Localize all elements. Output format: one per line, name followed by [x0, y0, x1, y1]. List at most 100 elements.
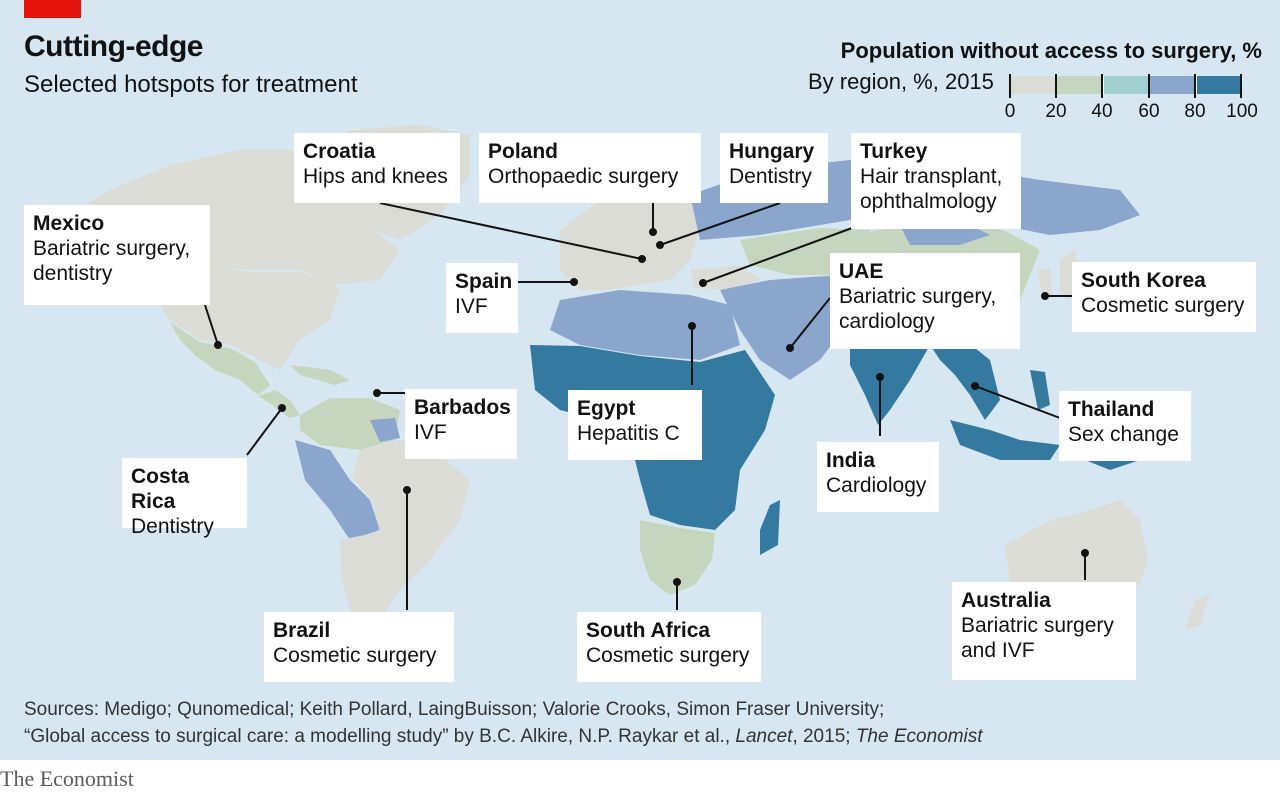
callout-treatment: Hepatitis C	[577, 422, 680, 445]
dot-south-africa	[673, 578, 681, 586]
legend-tick-label: 40	[1091, 101, 1113, 122]
callout-turkey: Turkey Hair transplant, ophthalmology	[851, 133, 1021, 229]
callout-country: Thailand	[1068, 398, 1155, 421]
callout-country: Egypt	[577, 397, 636, 420]
callout-hungary: Hungary Dentistry	[720, 133, 828, 203]
legend-band-60-80	[1148, 76, 1196, 94]
sources-journal: Lancet	[735, 726, 793, 747]
callout-country: Hungary	[729, 140, 815, 163]
region-europe	[560, 190, 700, 290]
region-northern-south-america	[300, 398, 400, 450]
region-turkey	[690, 265, 760, 290]
callout-country: Mexico	[33, 212, 105, 235]
leader-hungary	[659, 202, 781, 246]
callout-south-africa: South Africa Cosmetic surgery	[577, 612, 761, 682]
dot-thailand	[971, 382, 979, 390]
callout-country: Brazil	[273, 619, 331, 642]
callout-treatment: Bariatric surgery and IVF	[961, 614, 1114, 662]
dot-uae	[786, 344, 794, 352]
dot-south-korea	[1041, 292, 1049, 300]
legend-band-40-60	[1101, 76, 1149, 94]
callout-country: Croatia	[303, 140, 376, 163]
publisher-brand: The Economist	[0, 766, 134, 791]
sources-year: , 2015;	[792, 726, 856, 747]
callout-treatment: IVF	[414, 421, 447, 444]
dot-brazil	[403, 486, 411, 494]
callout-mexico: Mexico Bariatric surgery, dentistry	[24, 205, 210, 305]
leader-lines	[204, 202, 1089, 610]
sources-note: Sources: Medigo; Qunomedical; Keith Poll…	[24, 696, 983, 750]
dot-barbados	[373, 389, 381, 397]
callout-spain: Spain IVF	[446, 263, 518, 333]
chart-title: Cutting-edge	[24, 30, 203, 63]
legend-title: Population without access to surgery, %	[840, 38, 1262, 63]
legend-tick-label: 80	[1184, 101, 1206, 122]
legend-band-80-100	[1195, 76, 1242, 94]
dot-hungary	[656, 241, 664, 249]
legend-tick	[1194, 74, 1196, 98]
callout-treatment: Cardiology	[826, 474, 927, 497]
callout-treatment: Bariatric surgery, cardiology	[839, 285, 997, 333]
callout-treatment: Cosmetic surgery	[586, 644, 750, 667]
legend-tick-label: 100	[1226, 101, 1258, 122]
region-mexico	[170, 322, 270, 395]
dot-spain	[570, 278, 578, 286]
dot-australia	[1081, 549, 1089, 557]
callout-barbados: Barbados IVF	[405, 389, 517, 459]
callout-country: Barbados	[414, 396, 511, 419]
callout-australia: Australia Bariatric surgery and IVF	[952, 582, 1136, 680]
callout-egypt: Egypt Hepatitis C	[568, 390, 702, 460]
region-philippines	[1030, 370, 1050, 410]
callout-country: South Africa	[586, 619, 711, 642]
legend-tick	[1148, 74, 1150, 98]
sources-publisher: The Economist	[855, 726, 983, 747]
sources-line-2: “Global access to surgical care: a model…	[24, 723, 983, 750]
region-india	[850, 330, 930, 425]
legend-tick	[1101, 74, 1103, 98]
region-korea	[1038, 268, 1052, 298]
legend-tick-label: 60	[1138, 101, 1160, 122]
callout-treatment: Hair transplant, ophthalmology	[860, 165, 1003, 213]
brand-red-bar	[24, 0, 81, 18]
callout-treatment: Hips and knees	[303, 165, 448, 188]
region-indonesia	[950, 420, 1060, 460]
callout-country: Australia	[961, 589, 1051, 612]
legend-band-0-20	[1010, 76, 1055, 94]
callout-country: South Korea	[1081, 269, 1206, 292]
dot-egypt	[688, 322, 696, 330]
callout-costa-rica: Costa Rica Dentistry	[122, 458, 247, 538]
callout-poland: Poland Orthopaedic surgery	[479, 133, 701, 203]
callout-treatment: Dentistry	[131, 515, 214, 538]
region-central-america	[258, 390, 300, 418]
leader-turkey	[702, 227, 853, 284]
legend-tick	[1055, 74, 1057, 98]
region-australia	[1005, 500, 1148, 590]
chart-frame: Cutting-edge Selected hotspots for treat…	[0, 0, 1280, 760]
legend-tick	[1240, 74, 1242, 98]
callout-country: India	[826, 449, 876, 472]
callout-country: Poland	[488, 140, 559, 163]
chart-subtitle: Selected hotspots for treatment	[24, 71, 358, 98]
region-new-zealand	[1185, 595, 1210, 630]
leader-mexico	[204, 304, 219, 346]
callout-croatia: Croatia Hips and knees	[294, 133, 460, 203]
callout-thailand: Thailand Sex change	[1059, 391, 1191, 461]
legend-tick-label: 20	[1045, 101, 1067, 122]
sources-citation: “Global access to surgical care: a model…	[24, 726, 736, 747]
leader-uae	[789, 297, 831, 349]
callout-country: Turkey	[860, 140, 928, 163]
legend-band-20-40	[1054, 76, 1102, 94]
dot-india	[876, 373, 884, 381]
region-caribbean	[290, 365, 350, 385]
legend-tick	[1009, 74, 1011, 98]
callout-treatment: Sex change	[1068, 423, 1179, 446]
callout-country: Spain	[455, 270, 513, 293]
legend-subtitle: By region, %, 2015	[808, 69, 994, 94]
callout-treatment: Cosmetic surgery	[1081, 294, 1245, 317]
callout-treatment: Orthopaedic surgery	[488, 165, 679, 188]
dot-turkey	[699, 279, 707, 287]
legend-tick-label: 0	[1004, 101, 1016, 122]
callout-treatment: Dentistry	[729, 165, 812, 188]
legend-color-scale	[1010, 76, 1242, 94]
callout-country: Costa Rica	[131, 465, 190, 513]
